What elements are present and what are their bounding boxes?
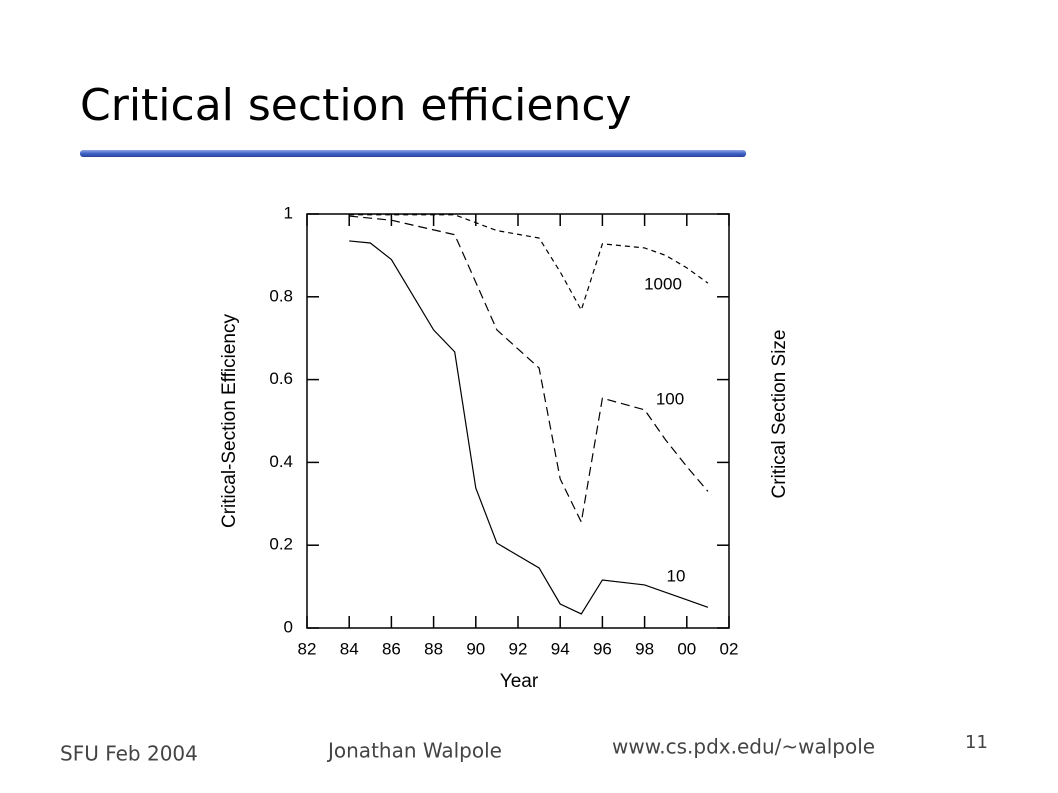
series-label: 100 xyxy=(656,389,684,408)
footer-author: Jonathan Walpole xyxy=(326,739,502,763)
x-tick-label: 96 xyxy=(593,639,612,658)
y-tick-label: 0.6 xyxy=(269,369,293,388)
footer-url: www.cs.pdx.edu/~walpole xyxy=(612,735,875,759)
y-tick-label: 0.2 xyxy=(269,535,293,554)
series-line xyxy=(349,240,709,615)
x-tick-label: 86 xyxy=(382,639,401,658)
x-tick-label: 00 xyxy=(677,639,696,658)
y-tick-label: 0.4 xyxy=(269,452,293,471)
series-label: 10 xyxy=(667,566,686,585)
y-tick-label: 1 xyxy=(284,203,293,222)
series-label: 1000 xyxy=(644,274,682,293)
title-underline xyxy=(80,150,746,157)
y-tick-label: 0.8 xyxy=(269,286,293,305)
x-tick-label: 92 xyxy=(509,639,528,658)
x-tick-label: 94 xyxy=(551,639,570,658)
series-line xyxy=(349,215,709,524)
x-tick-label: 88 xyxy=(424,639,443,658)
page-number: 11 xyxy=(965,732,988,753)
series-line xyxy=(349,214,709,312)
x-tick-label: 84 xyxy=(340,639,359,658)
x-tick-label: 82 xyxy=(298,639,317,658)
y2-axis-label: Critical Section Size xyxy=(769,330,790,499)
x-tick-label: 90 xyxy=(466,639,485,658)
x-axis-label: Year xyxy=(500,671,539,692)
y-axis-label: Critical-Section Efficiency xyxy=(219,314,240,529)
x-tick-label: 02 xyxy=(720,639,739,658)
x-tick-label: 98 xyxy=(635,639,654,658)
y-tick-label: 0 xyxy=(284,617,293,636)
slide-title: Critical section efficiency xyxy=(80,80,632,131)
footer-left: SFU Feb 2004 xyxy=(60,742,198,766)
